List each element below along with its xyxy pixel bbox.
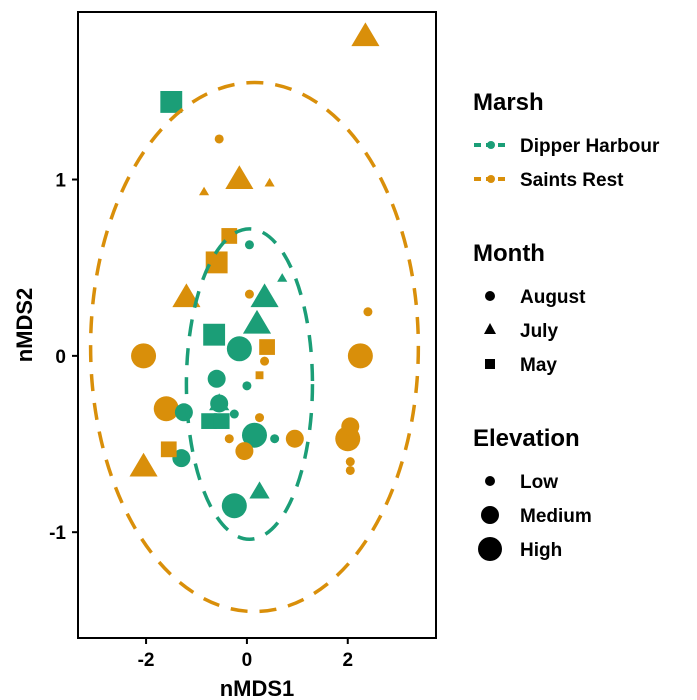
point-dipper-harbour-august-low: [270, 434, 280, 444]
point-saints-rest-may-medium: [221, 228, 238, 244]
y-tick-label: -1: [49, 523, 66, 544]
point-dipper-harbour-july-high: [242, 309, 272, 334]
point-saints-rest-august-high: [347, 343, 373, 369]
legend-high-key: [478, 537, 502, 561]
legend-saints-rest-label: Saints Rest: [520, 170, 624, 191]
ellipse-layer: [88, 80, 421, 614]
point-dipper-harbour-july-high: [250, 283, 279, 308]
point-saints-rest-july-high: [225, 165, 254, 190]
point-dipper-harbour-august-low: [242, 381, 252, 391]
point-dipper-harbour-may-medium: [201, 413, 217, 429]
point-saints-rest-may-medium: [259, 339, 275, 355]
point-saints-rest-july-high: [172, 283, 201, 308]
point-dipper-harbour-august-low: [229, 409, 239, 419]
point-dipper-harbour-may-medium: [213, 413, 230, 429]
point-dipper-harbour-july-low: [277, 273, 288, 282]
point-saints-rest-july-low: [264, 177, 275, 187]
legend-elevation-title: Elevation: [473, 425, 580, 452]
legend-low-label: Low: [520, 472, 558, 493]
legend-marsh: Marsh Dipper Harbour Saints Rest: [473, 89, 660, 191]
point-saints-rest-august-low: [345, 457, 355, 467]
point-saints-rest-august-medium: [341, 417, 360, 436]
legend-high-label: High: [520, 540, 562, 561]
point-saints-rest-may-medium: [160, 441, 177, 458]
x-tick-label: -2: [138, 650, 155, 671]
legend-dipper-harbour-key: [487, 141, 495, 149]
point-dipper-harbour-august-medium: [172, 449, 191, 468]
point-saints-rest-august-low: [244, 289, 254, 299]
legend-may-label: May: [520, 355, 557, 376]
legend-month: Month August July May: [473, 240, 586, 376]
legend-marsh-title: Marsh: [473, 89, 544, 116]
point-dipper-harbour-august-medium: [174, 403, 193, 422]
point-saints-rest-august-high: [131, 343, 157, 369]
point-dipper-harbour-august-high: [221, 493, 247, 519]
point-dipper-harbour-august-high: [241, 422, 267, 448]
legend-low-key: [485, 476, 495, 486]
legend-elevation: Elevation Low Medium High: [473, 425, 592, 561]
legend-may-key: [485, 359, 495, 369]
point-saints-rest-july-high: [351, 22, 380, 47]
point-saints-rest-may-high: [205, 251, 228, 274]
ellipse-dipper-harbour: [184, 227, 315, 542]
point-saints-rest-may-low: [255, 371, 264, 380]
point-saints-rest-august-medium: [235, 442, 254, 461]
point-saints-rest-august-low: [214, 134, 224, 144]
legend-august-key: [485, 291, 495, 301]
y-axis-title: nMDS2: [12, 288, 37, 363]
points-layer: [129, 22, 380, 519]
point-saints-rest-august-low: [224, 434, 234, 444]
point-saints-rest-august-low: [260, 356, 270, 366]
point-dipper-harbour-may-high: [160, 90, 183, 113]
legend-july-key: [484, 323, 496, 334]
point-dipper-harbour-july-medium: [209, 393, 230, 411]
point-dipper-harbour-august-low: [244, 240, 254, 250]
y-tick-label: 1: [55, 171, 66, 192]
y-tick-label: 0: [55, 347, 66, 368]
point-dipper-harbour-august-high: [226, 336, 252, 362]
legend-july-label: July: [520, 321, 558, 342]
point-saints-rest-august-low: [363, 307, 373, 317]
legend-month-title: Month: [473, 240, 545, 267]
point-saints-rest-july-high: [129, 452, 158, 477]
x-tick-label: 2: [342, 650, 353, 671]
legend-dipper-harbour-label: Dipper Harbour: [520, 136, 660, 157]
point-saints-rest-august-low: [255, 413, 265, 423]
point-dipper-harbour-july-medium: [249, 481, 270, 499]
x-axis-title: nMDS1: [220, 676, 295, 700]
legend-medium-label: Medium: [520, 506, 592, 527]
point-dipper-harbour-may-high: [203, 323, 226, 346]
axes-layer: -2 0 2 -1 0 1: [49, 171, 353, 671]
point-saints-rest-august-low: [345, 465, 355, 475]
x-tick-label: 0: [242, 650, 253, 671]
legend-saints-rest-key: [487, 175, 495, 183]
point-saints-rest-august-medium: [285, 429, 304, 448]
legend-medium-key: [481, 506, 499, 524]
point-saints-rest-july-low: [198, 186, 210, 196]
plot-panel: [77, 11, 437, 639]
ellipse-saints-rest: [88, 80, 421, 614]
point-dipper-harbour-august-medium: [207, 369, 226, 388]
legend-august-label: August: [520, 287, 586, 308]
point-saints-rest-august-high: [153, 396, 179, 422]
